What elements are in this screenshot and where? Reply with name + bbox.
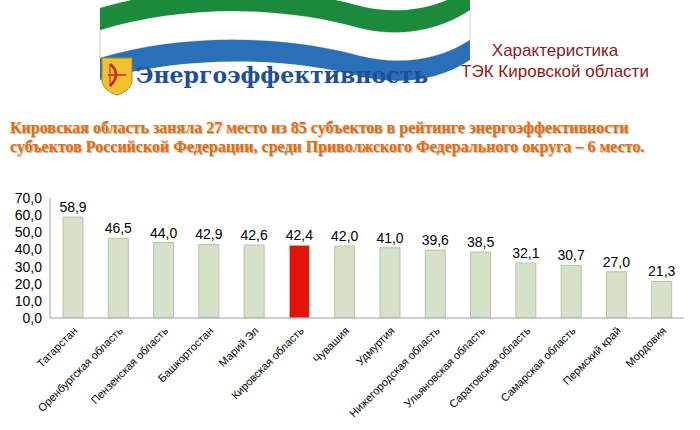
svg-text:Марий Эл: Марий Эл [216, 324, 260, 368]
svg-text:60,0: 60,0 [15, 207, 42, 223]
svg-text:Саратовская область: Саратовская область [447, 324, 533, 410]
svg-text:21,3: 21,3 [648, 263, 675, 279]
html-text:Характеристика: Характеристика [491, 41, 619, 60]
svg-text:Нижегородская область: Нижегородская область [347, 324, 442, 419]
svg-text:Самарская область: Самарская область [498, 324, 578, 404]
svg-text:Удмуртия: Удмуртия [354, 324, 397, 367]
svg-text:39,6: 39,6 [422, 232, 449, 248]
svg-text:Башкортостан: Башкортостан [156, 324, 216, 384]
svg-text:Мордовия: Мордовия [623, 324, 668, 369]
html-text:Энергоэффективность: Энергоэффективность [136, 62, 429, 88]
svg-text:42,6: 42,6 [241, 227, 268, 243]
svg-text:70,0: 70,0 [15, 190, 42, 206]
svg-text:0,0: 0,0 [23, 310, 43, 326]
svg-text:44,0: 44,0 [150, 225, 177, 241]
svg-text:40,0: 40,0 [15, 241, 42, 257]
html-text:ТЭК Кировской области: ТЭК Кировской области [461, 62, 649, 81]
svg-text:Пензенская область: Пензенская область [88, 324, 170, 406]
svg-text:10,0: 10,0 [15, 293, 42, 309]
svg-text:30,0: 30,0 [15, 259, 42, 275]
svg-text:Пермский край: Пермский край [560, 324, 623, 387]
svg-text:50,0: 50,0 [15, 224, 42, 240]
svg-text:41,0: 41,0 [376, 230, 403, 246]
svg-text:30,7: 30,7 [558, 247, 585, 263]
svg-text:38,5: 38,5 [467, 234, 494, 250]
svg-text:42,0: 42,0 [331, 228, 358, 244]
html-text:Кировская область заняла 27 ме: Кировская область заняла 27 место из 85 … [10, 119, 645, 155]
svg-text:46,5: 46,5 [105, 220, 132, 236]
svg-text:42,9: 42,9 [195, 226, 222, 242]
svg-text:27,0: 27,0 [603, 254, 630, 270]
svg-text:32,1: 32,1 [512, 245, 539, 261]
svg-text:Ульяновская область: Ульяновская область [402, 324, 488, 410]
svg-text:42,4: 42,4 [286, 227, 313, 243]
svg-text:20,0: 20,0 [15, 276, 42, 292]
svg-text:Оренбургская область: Оренбургская область [35, 324, 125, 414]
svg-text:Чувашия: Чувашия [311, 324, 352, 365]
svg-text:Кировская область: Кировская область [229, 324, 306, 401]
svg-text:Татарстан: Татарстан [34, 324, 79, 369]
svg-text:58,9: 58,9 [59, 199, 86, 215]
